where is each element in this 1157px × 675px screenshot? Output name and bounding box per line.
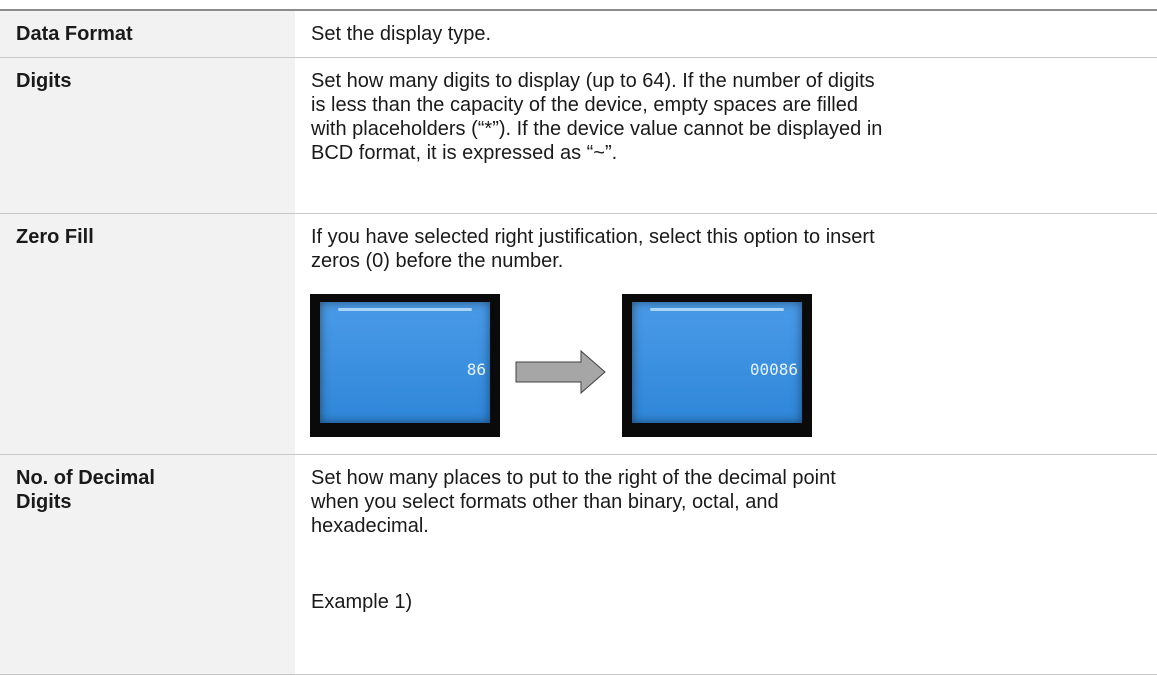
table-row: Zero Fill If you have selected right just…	[0, 214, 1157, 455]
row-description: If you have selected right justification…	[311, 225, 1147, 273]
display-face: 86	[320, 302, 490, 423]
description-line: hexadecimal.	[311, 515, 429, 537]
description-line: zeros (0) before the number.	[311, 250, 564, 272]
example-display: 86	[310, 294, 500, 437]
label-line: Data Format	[16, 23, 133, 45]
table-row: Data Format Set the display type.	[0, 11, 1157, 58]
description-line: If you have selected right justification…	[311, 226, 875, 248]
row-description: Set how many places to put to the right …	[311, 466, 1147, 614]
description-line: Set the display type.	[311, 23, 492, 45]
row-description: Set how many digits to display (up to 64…	[311, 69, 1147, 165]
display-face: 00086	[632, 302, 802, 423]
top-rule	[0, 9, 1157, 11]
arrow-shape	[515, 350, 606, 394]
arrow	[515, 350, 606, 394]
row-label: Data Format	[0, 11, 295, 57]
table-row: No. of Decimal Digits Set how many places …	[0, 455, 1157, 675]
display-highlight	[650, 308, 784, 311]
description-line: Set how many places to put to the right …	[311, 467, 836, 489]
label-line: Zero Fill	[16, 226, 94, 248]
example-label: Example 1)	[311, 591, 413, 613]
label-line: Digits	[16, 491, 72, 513]
display-value: 86	[466, 360, 486, 379]
example-display: 00086	[622, 294, 812, 437]
description-line: when you select formats other than binar…	[311, 491, 779, 513]
page: {"table": {"rows": [ {"label": ["Data Fo…	[0, 9, 1157, 675]
description-line: Set how many digits to display (up to 64…	[311, 70, 875, 92]
row-description: Set the display type.	[311, 22, 1147, 46]
description-line: is less than the capacity of the device,…	[311, 94, 858, 116]
description-line: with placeholders (“*”). If the device v…	[311, 118, 883, 140]
row-label: Zero Fill	[0, 214, 295, 454]
display-highlight	[338, 308, 472, 311]
row-label: Digits	[0, 58, 295, 213]
row-label: No. of Decimal Digits	[0, 455, 295, 674]
label-line: Digits	[16, 70, 72, 92]
display-value: 00086	[749, 360, 798, 379]
label-line: No. of Decimal	[16, 467, 155, 489]
description-line: BCD format, it is expressed as “~”.	[311, 142, 618, 164]
table-row: Digits Set how many digits to display (up…	[0, 58, 1157, 214]
